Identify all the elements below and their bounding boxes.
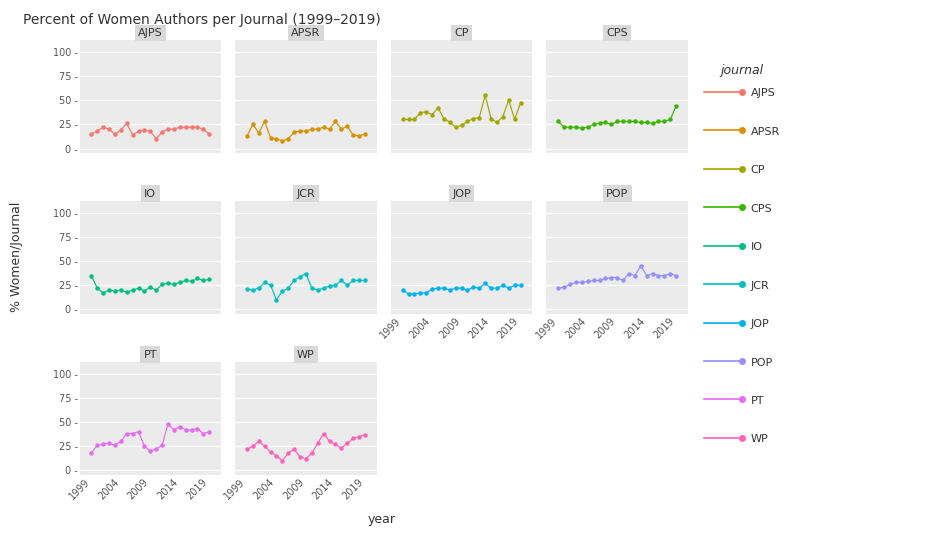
Text: APSR: APSR: [751, 127, 780, 137]
Title: WP: WP: [297, 350, 314, 360]
Text: WP: WP: [751, 435, 768, 444]
Text: AJPS: AJPS: [751, 89, 775, 98]
Title: POP: POP: [607, 189, 628, 199]
Title: APSR: APSR: [291, 28, 320, 38]
Title: JCR: JCR: [297, 189, 315, 199]
Text: JOP: JOP: [751, 319, 769, 329]
Title: JOP: JOP: [452, 189, 471, 199]
Text: PT: PT: [751, 396, 764, 406]
Text: year: year: [368, 513, 396, 526]
Text: POP: POP: [751, 358, 773, 367]
Text: IO: IO: [751, 242, 763, 252]
Title: CP: CP: [454, 28, 469, 38]
Text: % Women/Journal: % Women/Journal: [10, 201, 23, 311]
Text: CPS: CPS: [751, 204, 772, 214]
Title: CPS: CPS: [607, 28, 628, 38]
Title: PT: PT: [143, 350, 157, 360]
Text: CP: CP: [751, 166, 765, 175]
Text: Percent of Women Authors per Journal (1999–2019): Percent of Women Authors per Journal (19…: [23, 13, 381, 27]
Title: IO: IO: [144, 189, 156, 199]
Text: journal: journal: [721, 64, 764, 77]
Text: JCR: JCR: [751, 281, 769, 290]
Title: AJPS: AJPS: [138, 28, 163, 38]
